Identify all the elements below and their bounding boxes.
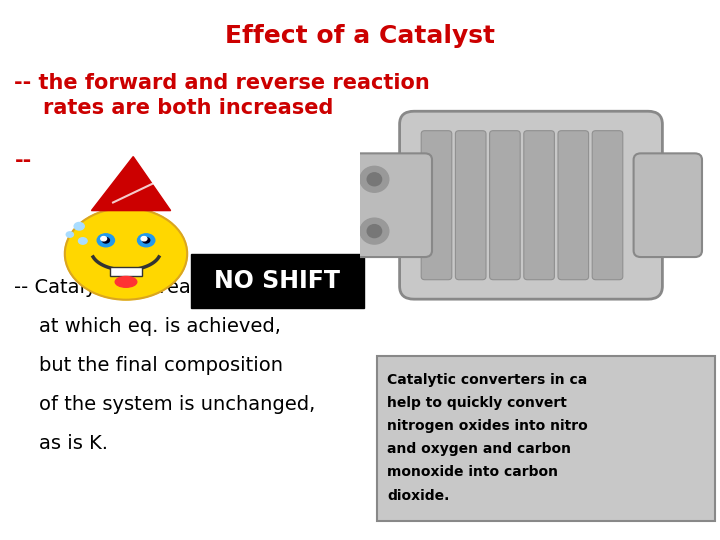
FancyBboxPatch shape [377,356,715,521]
FancyBboxPatch shape [455,131,486,280]
Circle shape [143,238,150,243]
Text: --: -- [14,151,32,171]
Text: NO SHIFT: NO SHIFT [215,269,340,293]
Text: dioxide.: dioxide. [387,489,450,503]
Circle shape [78,238,87,244]
Text: at which eq. is achieved,: at which eq. is achieved, [14,317,282,336]
FancyBboxPatch shape [490,131,521,280]
FancyBboxPatch shape [400,111,662,299]
FancyBboxPatch shape [353,153,432,257]
Text: nitrogen oxides into nitro: nitrogen oxides into nitro [387,419,588,433]
Text: help to quickly convert: help to quickly convert [387,396,567,410]
FancyBboxPatch shape [634,153,702,257]
Ellipse shape [115,276,137,287]
FancyBboxPatch shape [421,131,452,280]
FancyBboxPatch shape [558,131,589,280]
Text: -- the forward and reverse reaction: -- the forward and reverse reaction [14,73,430,93]
Text: but the final composition: but the final composition [14,356,284,375]
Text: as is K.: as is K. [14,434,109,453]
FancyBboxPatch shape [191,254,364,308]
Circle shape [97,234,114,247]
Circle shape [65,208,187,300]
Text: monoxide into carbon: monoxide into carbon [387,465,559,480]
Text: and oxygen and carbon: and oxygen and carbon [387,442,572,456]
FancyBboxPatch shape [523,131,554,280]
Circle shape [138,234,155,247]
FancyBboxPatch shape [110,267,142,276]
FancyBboxPatch shape [593,131,623,280]
Circle shape [360,218,389,244]
Circle shape [74,222,84,230]
Circle shape [66,232,73,237]
Circle shape [101,237,107,241]
Text: Effect of a Catalyst: Effect of a Catalyst [225,24,495,48]
Circle shape [367,173,382,186]
Circle shape [102,238,109,243]
Text: -- Catalysts increase the rate: -- Catalysts increase the rate [14,278,297,297]
Circle shape [367,225,382,238]
Circle shape [141,237,147,241]
Circle shape [360,166,389,192]
Text: of the system is unchanged,: of the system is unchanged, [14,395,315,414]
Text: rates are both increased: rates are both increased [14,98,334,118]
Polygon shape [91,157,171,211]
Text: Catalytic converters in ca: Catalytic converters in ca [387,373,588,387]
